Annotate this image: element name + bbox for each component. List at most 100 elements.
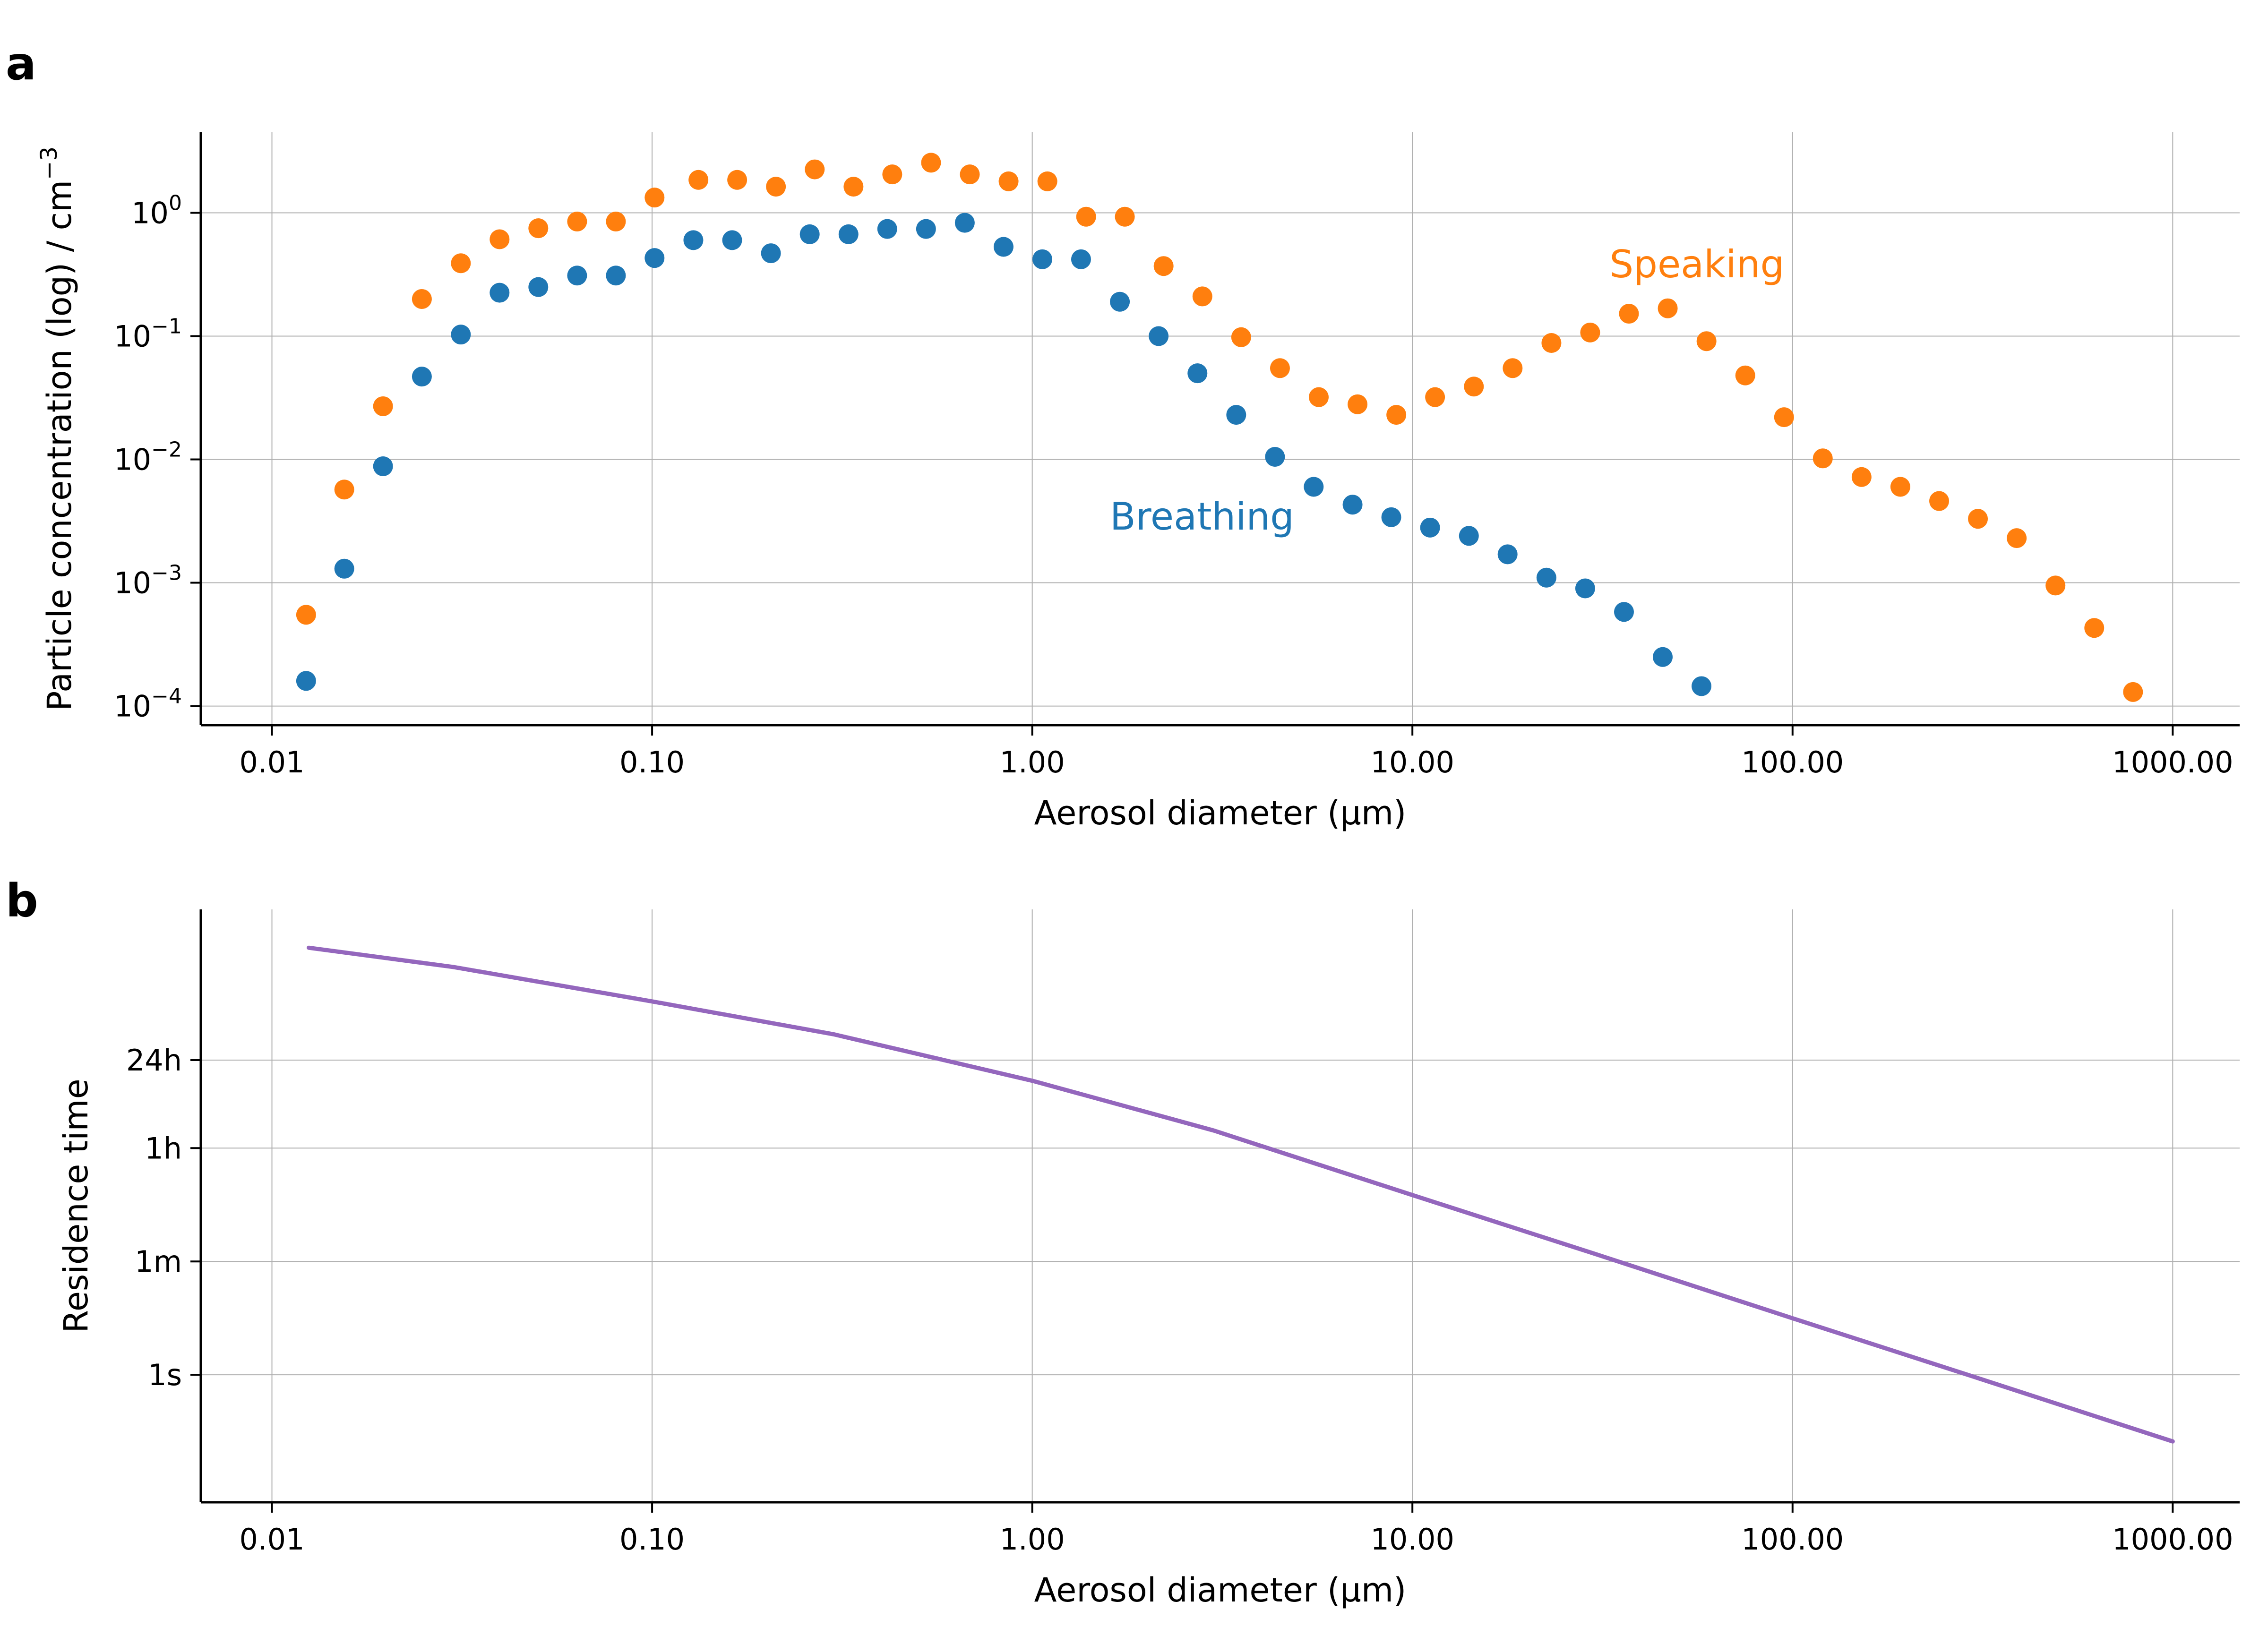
speaking-point (727, 170, 747, 190)
breathing-point (1459, 526, 1479, 546)
speaking-point (1696, 331, 1717, 351)
breathing-point (451, 325, 471, 345)
speaking-point (2123, 682, 2143, 702)
speaking-point (1425, 387, 1445, 407)
breathing-point (606, 265, 626, 286)
speaking-point (1348, 394, 1368, 414)
breathing-point (1536, 567, 1556, 588)
y-tick-label: 24h (126, 1043, 182, 1078)
speaking-point (1309, 387, 1329, 407)
speaking-point (1115, 206, 1135, 227)
speaking-point (1968, 509, 1988, 529)
speaking-point (921, 153, 941, 173)
breathing-point (1304, 477, 1324, 497)
y-tick-label: 10−1 (114, 315, 182, 354)
breathing-point (761, 243, 781, 264)
breathing-point (644, 248, 665, 268)
speaking-point (1270, 358, 1290, 378)
speaking-point (1658, 298, 1678, 318)
breathing-point (296, 671, 316, 691)
y-tick-label: 10−4 (114, 685, 182, 724)
speaking-point (2045, 575, 2066, 596)
speaking-point (567, 211, 587, 231)
breathing-point (1575, 578, 1595, 599)
speaking-point (1619, 304, 1639, 324)
breathing-point (722, 230, 742, 250)
breathing-point (1265, 447, 1285, 467)
speaking-point (451, 253, 471, 274)
speaking-point (1231, 327, 1251, 347)
breathing-point (799, 224, 820, 244)
speaking-point (1464, 377, 1484, 397)
series-breathing (296, 213, 1712, 696)
speaking-point (1541, 333, 1562, 353)
breathing-point (490, 283, 510, 303)
breathing-point (1692, 676, 1712, 696)
speaking-point (528, 218, 549, 239)
speaking-point (1774, 407, 1794, 428)
x-tick-label: 10.00 (1370, 1522, 1454, 1557)
y-axis-label: Residence time (57, 1079, 95, 1333)
y-axis-label: Particle concentration (log) / cm−3 (36, 146, 79, 711)
speaking-point (882, 164, 902, 185)
y-tick-label: 10−3 (114, 561, 182, 600)
speaking-point (1192, 286, 1212, 307)
y-tick-label: 1s (148, 1358, 182, 1392)
breathing-point (1149, 326, 1169, 346)
breathing-point (877, 219, 897, 239)
breathing-point (916, 219, 936, 239)
x-tick-label: 0.10 (619, 1522, 685, 1557)
speaking-point (998, 171, 1019, 191)
breathing-point (1187, 363, 1208, 384)
x-tick-label: 1.00 (1000, 1522, 1065, 1557)
x-tick-label: 100.00 (1741, 745, 1844, 779)
speaking-point (412, 289, 432, 309)
speaking-point (373, 396, 393, 416)
breathing-point (838, 224, 859, 244)
x-tick-label: 0.10 (619, 745, 685, 779)
speaking-point (688, 170, 709, 190)
breathing-point (683, 230, 704, 250)
speaking-point (296, 605, 316, 625)
chart-panel-a: 0.01 0.10 1.00 10.00 100.00 1000.00 10−4 10−3 10… (36, 132, 2240, 832)
breathing-point (993, 237, 1014, 257)
speaking-point (960, 164, 980, 185)
breathing-point (1652, 647, 1673, 667)
breathing-point (334, 558, 354, 579)
series-speaking (296, 153, 2143, 702)
breathing-point (567, 265, 587, 286)
breathing-point (528, 277, 549, 297)
speaking-point (1037, 171, 1057, 191)
speaking-point (1851, 467, 1872, 487)
speaking-point (2007, 528, 2027, 548)
speaking-point (1503, 358, 1523, 378)
breathing-point (1614, 602, 1634, 622)
speaking-point (606, 211, 626, 231)
x-axis-label: Aerosol diameter (μm) (1034, 1571, 1407, 1610)
speaking-point (766, 177, 786, 197)
speaking-point (2084, 618, 2105, 638)
speaking-annotation: Speaking (1609, 242, 1784, 286)
speaking-point (1580, 322, 1600, 342)
breathing-point (1497, 544, 1518, 565)
x-tick-label: 100.00 (1741, 1522, 1844, 1557)
x-axis-label: Aerosol diameter (μm) (1034, 794, 1407, 832)
breathing-point (1420, 517, 1440, 538)
breathing-point (1110, 291, 1130, 312)
breathing-point (1032, 249, 1052, 269)
breathing-point (1071, 249, 1091, 269)
residence-time-line (307, 945, 2175, 1444)
speaking-point (490, 229, 510, 249)
speaking-point (1813, 448, 1833, 469)
speaking-point (1929, 491, 1950, 511)
breathing-point (954, 213, 975, 233)
breathing-point (1226, 405, 1246, 425)
breathing-point (1381, 507, 1401, 527)
speaking-point (334, 480, 354, 500)
x-tick-label: 10.00 (1370, 745, 1454, 779)
breathing-point (412, 367, 432, 387)
x-tick-label: 1000.00 (2112, 1522, 2233, 1557)
breathing-annotation: Breathing (1110, 495, 1294, 539)
y-tick-label: 100 (131, 191, 182, 230)
